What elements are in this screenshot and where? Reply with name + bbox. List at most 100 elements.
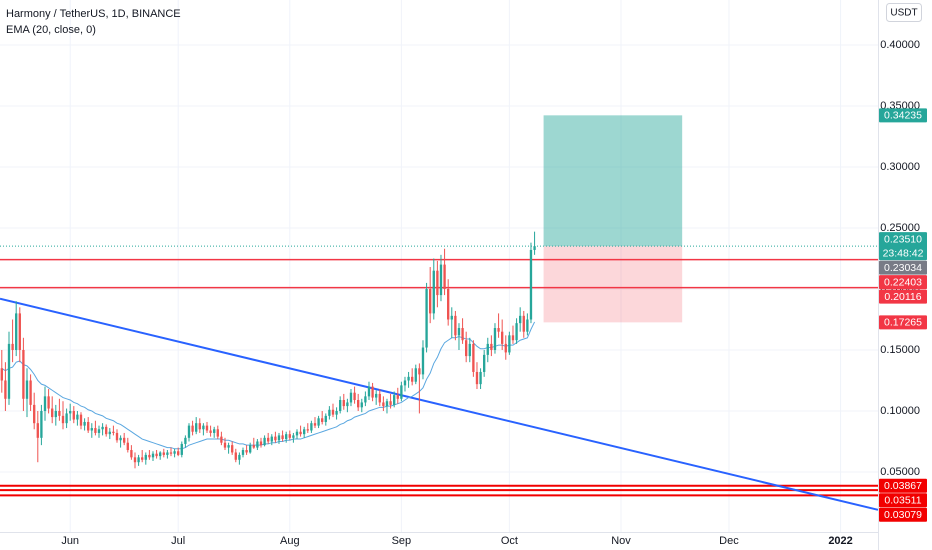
candle-body [36,423,39,438]
candle-body [15,313,18,350]
candle-body [281,435,284,440]
candle-body [501,331,504,344]
candle-body [252,445,255,448]
candle-body [198,423,201,430]
candle-body [144,454,147,460]
candle-body [324,415,327,422]
candle-body [148,454,151,458]
candle-body [241,450,245,455]
candle-body [497,328,500,332]
candle-body [418,368,421,375]
candle-body [475,371,479,385]
candle-body [69,410,72,414]
candle-body [259,441,263,446]
candle-body [61,415,65,424]
currency-button[interactable] [886,3,922,22]
candle-body [187,425,191,438]
x-tick-label: Oct [501,535,518,547]
candle-body [18,313,21,350]
candle-body [342,400,345,407]
price-label-box [879,478,927,493]
candle-body [277,435,281,441]
candle-body [162,452,165,455]
x-tick-label: 2022 [828,535,852,547]
candle-body [328,409,331,416]
candle-body [349,392,353,403]
price-label-box [879,232,927,261]
candle-body [151,453,155,458]
candle-body [443,264,446,289]
candle-body [490,343,493,350]
candle-body [303,429,306,435]
candle-body [115,432,119,441]
x-tick-label: Sep [392,535,412,547]
candle-body [256,441,259,448]
candle-body [209,430,212,433]
chart-title: Harmony / TetherUS, 1D, BINANCE [6,8,181,20]
candle-body [511,335,515,341]
candle-body [335,410,338,415]
candle-body [508,335,511,353]
candle-body [425,288,428,348]
candle-body [220,436,223,443]
candle-body [234,452,237,460]
candle-body [317,418,320,426]
candle-body [112,431,115,433]
profit-zone [543,115,683,247]
candle-body [396,395,399,399]
candle-body [205,425,209,431]
candle-body [522,315,525,332]
candle-body [267,437,270,442]
x-tick-label: Dec [719,535,739,547]
candle-body [493,328,497,350]
candle-body [306,429,309,431]
candle-body [202,425,205,430]
candle-body [87,421,90,431]
candle-body [195,423,198,432]
x-tick-label: Aug [280,535,300,547]
candle-body [169,452,173,454]
y-tick-label: 0.40000 [880,39,920,51]
candle-body [58,410,61,416]
price-label: 0.34235 [884,110,922,122]
price-label: 0.23034 [884,262,922,274]
candle-body [457,328,461,336]
candle-body [533,246,536,250]
candle-body [223,442,227,448]
x-tick-label: Nov [611,535,631,547]
candle-body [461,328,464,341]
price-label-box [879,275,927,290]
candle-body [216,429,219,437]
candle-body [414,368,417,382]
price-label: 23:48:42 [883,247,924,259]
candle-body [472,343,475,372]
x-tick-label: Jun [61,535,79,547]
y-tick-label: 0.25000 [880,222,920,234]
y-tick-label: 0.30000 [880,161,920,173]
candle-body [364,396,367,403]
candle-body [101,426,104,430]
candle-body [529,249,533,320]
candle-body [76,414,79,420]
trendline [0,297,879,511]
candle-body [454,315,457,336]
candle-body [54,410,57,418]
price-label: 0.23510 [884,233,922,245]
candle-body [25,380,29,399]
candle-body [126,442,129,451]
candle-body [33,404,36,424]
price-label: 0.17265 [884,317,922,329]
candle-body [238,454,241,460]
candle-body [288,434,291,438]
candle-body [439,264,443,296]
candle-body [436,270,439,296]
candle-body [429,288,432,314]
candle-body [191,425,194,432]
currency-label[interactable]: USDT [890,8,917,19]
candle-body [155,453,158,457]
y-tick-label: 0.15000 [880,344,920,356]
candle-body [299,431,302,435]
plot-area [0,0,879,532]
candle-body [447,288,450,320]
